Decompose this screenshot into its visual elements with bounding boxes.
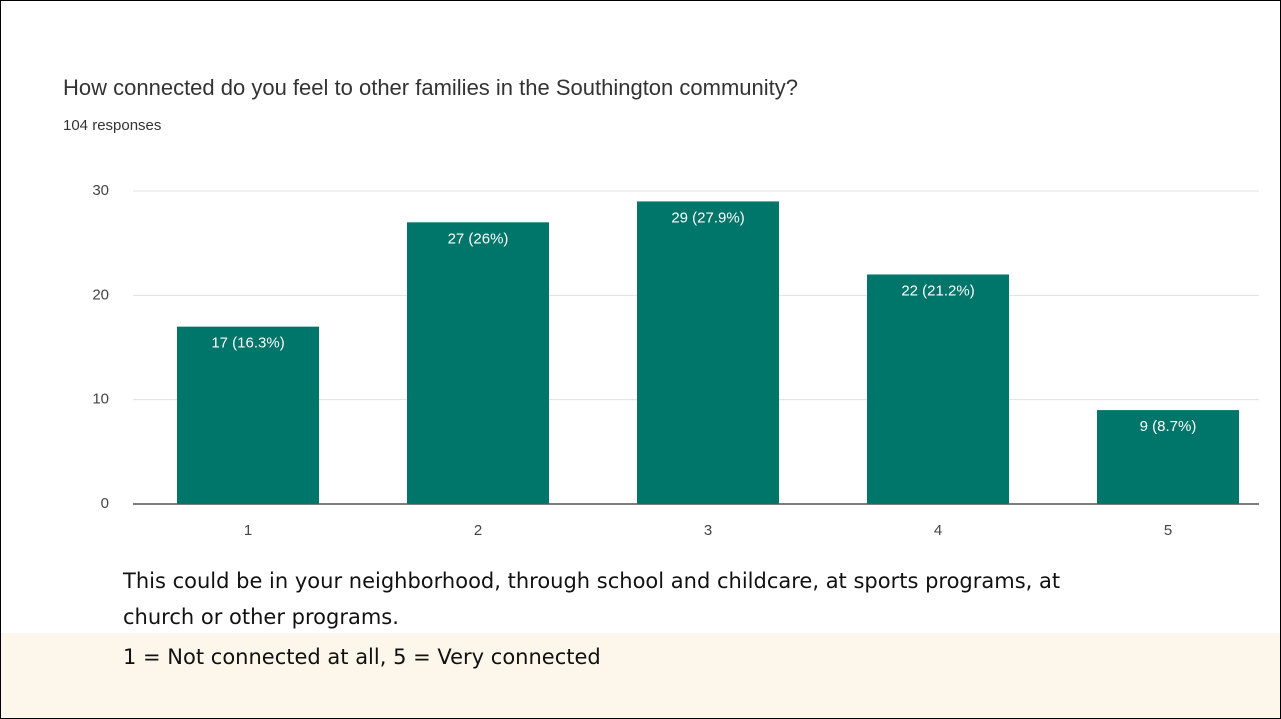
note: 1 = Not connected at all, 5 = Very conne…	[123, 645, 601, 669]
y-tick-label: 30	[92, 182, 109, 199]
x-tick-label: 2	[474, 522, 482, 539]
y-tick-label: 10	[92, 391, 109, 408]
value-label: 17 (16.3%)	[211, 335, 284, 352]
x-tick-label: 5	[1164, 522, 1172, 539]
bar	[867, 274, 1009, 504]
y-tick-label: 20	[92, 286, 109, 303]
background-decoration	[1, 633, 1280, 718]
chart-title: How connected do you feel to other famil…	[63, 75, 798, 100]
bar	[407, 222, 549, 505]
chart-subtitle: 104 responses	[63, 117, 161, 134]
bar	[177, 326, 319, 504]
x-tick-label: 4	[934, 522, 942, 539]
x-tick-label: 3	[704, 522, 712, 539]
value-label: 29 (27.9%)	[671, 209, 744, 226]
value-label: 9 (8.7%)	[1140, 418, 1197, 435]
note: This could be in your neighborhood, thro…	[123, 569, 1061, 629]
x-tick-label: 1	[244, 522, 252, 539]
bar	[637, 201, 779, 504]
bar	[1097, 410, 1239, 504]
y-tick-label: 0	[101, 495, 109, 512]
value-label: 27 (26%)	[448, 230, 509, 247]
value-label: 22 (21.2%)	[901, 282, 974, 299]
